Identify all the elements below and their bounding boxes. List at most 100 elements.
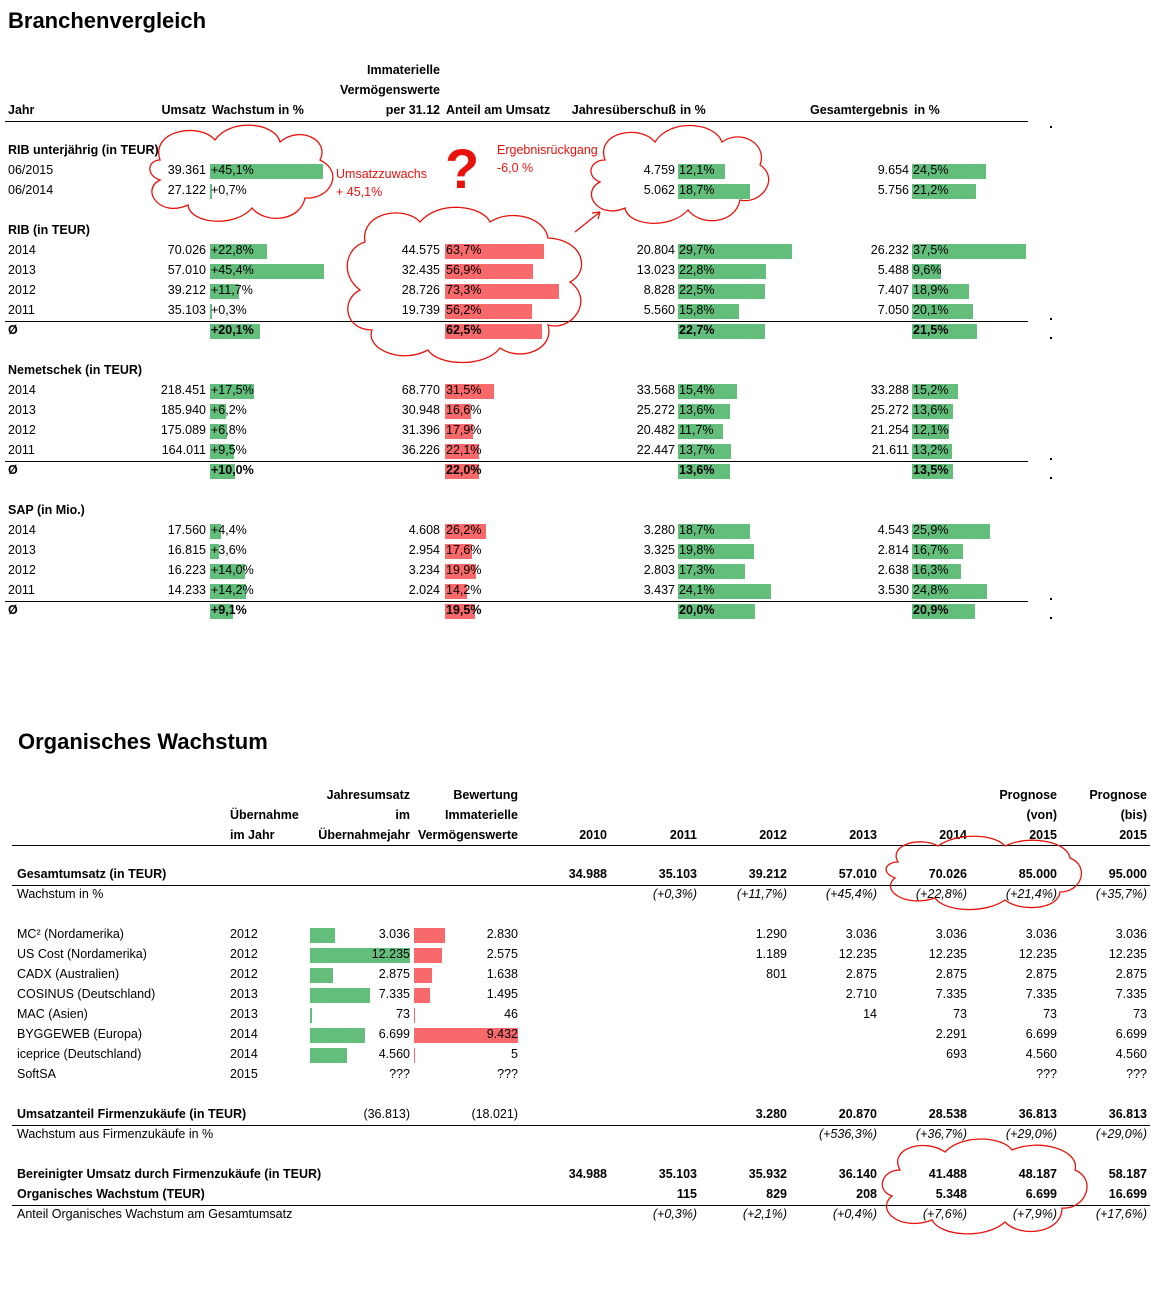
wachstum-bar xyxy=(210,404,226,419)
jue-bar xyxy=(678,544,754,559)
avg-jue-bar xyxy=(678,324,765,339)
ge-value: 21.611 xyxy=(871,443,909,457)
acquisition-cell: 6.699 xyxy=(1115,1027,1147,1041)
avg-wachstum: +9,1% xyxy=(211,603,247,617)
anteil-cell: (+0,4%) xyxy=(832,1207,877,1221)
acquisition-cell: 1.290 xyxy=(755,927,787,941)
jue-bar xyxy=(678,584,771,599)
header-bewertung-2: Immaterielle xyxy=(445,808,518,822)
acquisition-year: 2012 xyxy=(230,927,258,941)
jue-pct-value: 11,7% xyxy=(679,423,714,437)
edge-tick xyxy=(1050,617,1052,619)
bewertung-bar xyxy=(414,928,445,943)
umsatz-value: 27.122 xyxy=(167,183,206,197)
header-ge-pct: in % xyxy=(914,103,940,117)
acquisition-cell: 2.875 xyxy=(845,967,877,981)
anteil-value: 17,6% xyxy=(446,543,482,557)
bereinigt-label: Bereinigter Umsatz durch Firmenzukäufe (… xyxy=(17,1167,322,1181)
ge-pct-value: 20,1% xyxy=(913,303,949,317)
acquisition-cell: 12.235 xyxy=(1018,947,1057,961)
acquisition-cell: 12.235 xyxy=(1108,947,1147,961)
organisch-cell: 829 xyxy=(766,1187,787,1201)
ge-pct-value: 21,2% xyxy=(913,183,949,197)
immat-value: 4.608 xyxy=(408,523,440,537)
header-immat-3: per 31.12 xyxy=(385,103,440,117)
immat-value: 30.948 xyxy=(401,403,440,417)
wachstum-bar xyxy=(210,264,324,279)
jahresumsatz-bar xyxy=(310,1008,312,1023)
anteil-value: 14,2% xyxy=(446,583,482,597)
ge-bar xyxy=(912,184,976,199)
header-jahresumsatz-1: Jahresumsatz xyxy=(326,788,410,802)
jue-pct-value: 15,4% xyxy=(679,383,715,397)
ge-value: 3.530 xyxy=(877,583,909,597)
gesamtumsatz-label: Gesamtumsatz (in TEUR) xyxy=(17,867,167,881)
ge-value: 7.407 xyxy=(877,283,909,297)
umsatzanteil-rule xyxy=(12,1125,1150,1126)
jue-value: 2.803 xyxy=(643,563,675,577)
bewertung-bar xyxy=(414,1048,415,1063)
acquisition-cell: 2.875 xyxy=(1025,967,1057,981)
bewertung-value: 5 xyxy=(511,1047,518,1061)
avg-anteil: 62,5% xyxy=(446,323,482,337)
ge-pct-value: 16,7% xyxy=(913,543,949,557)
avg-jue-bar xyxy=(678,464,730,479)
header-anteil: Anteil am Umsatz xyxy=(446,103,551,117)
jahresumsatz-value: 12.235 xyxy=(371,947,410,961)
avg-ge-bar xyxy=(912,604,975,619)
anteil-value: 19,9% xyxy=(446,563,482,577)
row-label: 2012 xyxy=(8,423,36,437)
bewertung-value: 1.495 xyxy=(486,987,518,1001)
wachstum-cell: (+21,4%) xyxy=(1005,887,1057,901)
ge-value: 7.050 xyxy=(877,303,909,317)
ge-pct-value: 15,2% xyxy=(913,383,949,397)
bewertung-bar xyxy=(414,948,442,963)
row-label: 06/2015 xyxy=(8,163,54,177)
immat-value: 19.739 xyxy=(401,303,440,317)
acquisition-cell: 801 xyxy=(766,967,787,981)
wachstum-value: +45,1% xyxy=(211,163,254,177)
header-bewertung-3: Vermögenswerte xyxy=(417,828,518,842)
avg-ge-pct: 20,9% xyxy=(913,603,949,617)
ge-value: 5.488 xyxy=(877,263,909,277)
jue-bar xyxy=(678,524,750,539)
jue-pct-value: 18,7% xyxy=(679,183,715,197)
header-jahresumsatz-3: Übernahmejahr xyxy=(318,828,410,842)
annotation-umsatzzuwachs-1: Umsatzzuwachs xyxy=(336,167,427,181)
wachstum-value: +45,4% xyxy=(211,263,254,277)
jue-pct-value: 19,8% xyxy=(679,543,715,557)
wachstum-cell: (+45,4%) xyxy=(825,887,877,901)
jue-value: 25.272 xyxy=(636,403,675,417)
bewertung-bar xyxy=(414,1028,518,1043)
jahresumsatz-value: 4.560 xyxy=(378,1047,410,1061)
immat-value: 28.726 xyxy=(401,283,440,297)
ge-value: 5.756 xyxy=(877,183,909,197)
group-title: RIB unterjährig (in TEUR) xyxy=(8,143,159,157)
jue-pct-value: 18,7% xyxy=(679,523,715,537)
avg-label: Ø xyxy=(8,323,18,337)
jahresumsatz-value: 7.335 xyxy=(378,987,410,1001)
acquisition-name: BYGGEWEB (Europa) xyxy=(17,1027,143,1041)
umsatz-value: 17.560 xyxy=(167,523,206,537)
acquisition-cell: 1.189 xyxy=(755,947,787,961)
wachstum-bar xyxy=(210,424,227,439)
section-title-branchenvergleich: Branchenvergleich xyxy=(8,8,207,33)
row-label: 2013 xyxy=(8,403,36,417)
anteil-bar xyxy=(445,524,486,539)
wachstum-cell: (+11,7%) xyxy=(736,887,787,901)
ge-bar xyxy=(912,284,969,299)
jue-value: 20.804 xyxy=(636,243,675,257)
prognose-header: 2015 xyxy=(1029,828,1057,842)
gesamtumsatz-cell: 35.103 xyxy=(658,867,697,881)
annotation-ergebnis-1: Ergebnisrückgang xyxy=(497,143,598,157)
acquisition-cell: 4.560 xyxy=(1115,1047,1147,1061)
umsatzanteil-bewertung: (18.021) xyxy=(471,1107,518,1121)
avg-rule xyxy=(5,321,1028,322)
wachstum-value: +6,2% xyxy=(211,403,247,417)
avg-ge-pct: 21,5% xyxy=(913,323,949,337)
umsatzanteil-cell: 36.813 xyxy=(1018,1107,1057,1121)
anteil-cell: (+17,6%) xyxy=(1095,1207,1147,1221)
immat-value: 31.396 xyxy=(401,423,440,437)
bereinigt-cell: 48.187 xyxy=(1018,1167,1057,1181)
acquisition-year: 2014 xyxy=(230,1027,258,1041)
